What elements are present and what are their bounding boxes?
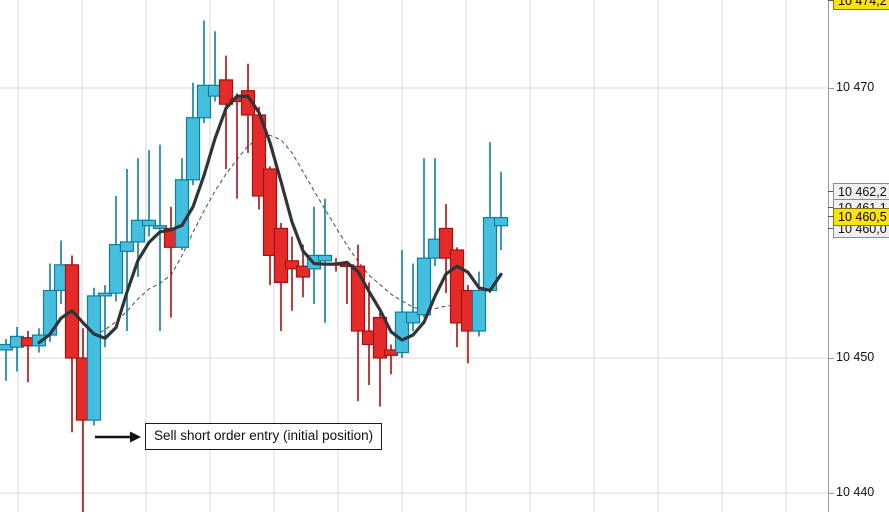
sell-short-entry-annotation[interactable]: Sell short order entry (initial position… xyxy=(145,423,383,450)
candle-body xyxy=(262,168,278,257)
candle-body xyxy=(350,265,366,332)
candlestick xyxy=(262,166,278,286)
annotation-arrow xyxy=(95,431,141,443)
ask-price-tag[interactable]: 10 462,2 xyxy=(833,183,889,201)
candlestick xyxy=(119,169,135,331)
candlestick xyxy=(361,282,377,385)
candlestick xyxy=(273,223,289,331)
chart-gridlines xyxy=(0,0,828,512)
price-tag-tick xyxy=(828,207,833,208)
last-price-tag[interactable]: 10 460,5 xyxy=(833,208,889,226)
candlestick xyxy=(405,263,421,331)
candle-body xyxy=(317,254,333,262)
candlestick xyxy=(372,312,388,407)
candlestick-chart-svg xyxy=(0,0,828,512)
candle-body xyxy=(97,292,113,297)
candle-body xyxy=(152,225,168,229)
candle-body xyxy=(119,241,135,252)
price-axis-tick xyxy=(828,88,834,89)
candle-body xyxy=(284,260,300,270)
candlestick xyxy=(317,198,333,323)
candle-body xyxy=(185,117,201,181)
candle-body xyxy=(482,217,498,292)
candle-body xyxy=(196,84,212,119)
price-axis-tick xyxy=(828,358,834,359)
arrow-head-icon xyxy=(130,431,141,443)
price-tag-tick xyxy=(828,216,833,217)
candle-body xyxy=(471,289,487,332)
candle-body xyxy=(130,219,146,243)
price-axis-label: 10 470 xyxy=(836,80,875,94)
slow-moving-average-line xyxy=(93,134,502,337)
candle-body xyxy=(218,79,234,105)
candle-body xyxy=(174,179,190,248)
candlestick xyxy=(152,144,168,331)
candlestick xyxy=(31,328,47,353)
price-axis-tick xyxy=(828,493,834,494)
price-tag-tick xyxy=(828,228,833,229)
candlestick xyxy=(108,196,124,302)
candlestick-series[interactable] xyxy=(0,20,509,512)
candlestick xyxy=(471,271,487,337)
price-axis-label: 10 440 xyxy=(836,485,875,499)
candlestick xyxy=(130,158,146,277)
candle-body xyxy=(108,244,124,294)
candlestick xyxy=(86,287,102,426)
price-chart-plot-area[interactable] xyxy=(0,0,828,512)
candle-body xyxy=(31,334,47,347)
candle-body xyxy=(405,311,421,324)
price-axis-line xyxy=(828,0,829,512)
top-price-tag[interactable]: 10 474,2 xyxy=(833,0,889,10)
price-tag-tick xyxy=(828,0,833,1)
price-axis-label: 10 450 xyxy=(836,350,875,364)
candle-body xyxy=(394,311,410,354)
fast-moving-average-line xyxy=(37,94,503,345)
candlestick xyxy=(75,328,91,512)
candle-body xyxy=(372,316,388,359)
candlestick xyxy=(438,204,454,294)
candle-body xyxy=(493,217,509,227)
candlestick xyxy=(53,240,69,304)
candlestick xyxy=(185,82,201,186)
price-tag-tick xyxy=(828,191,833,192)
candle-body xyxy=(273,227,289,283)
candlestick xyxy=(394,250,410,358)
candlestick xyxy=(196,20,212,124)
candle-body xyxy=(295,265,311,278)
candle-body xyxy=(141,219,157,227)
candle-body xyxy=(416,257,432,316)
candlestick xyxy=(416,158,432,318)
candle-body xyxy=(438,227,454,259)
candle-body xyxy=(86,295,102,421)
candlestick xyxy=(141,150,157,237)
candlestick xyxy=(284,236,300,311)
candlestick xyxy=(493,171,509,250)
